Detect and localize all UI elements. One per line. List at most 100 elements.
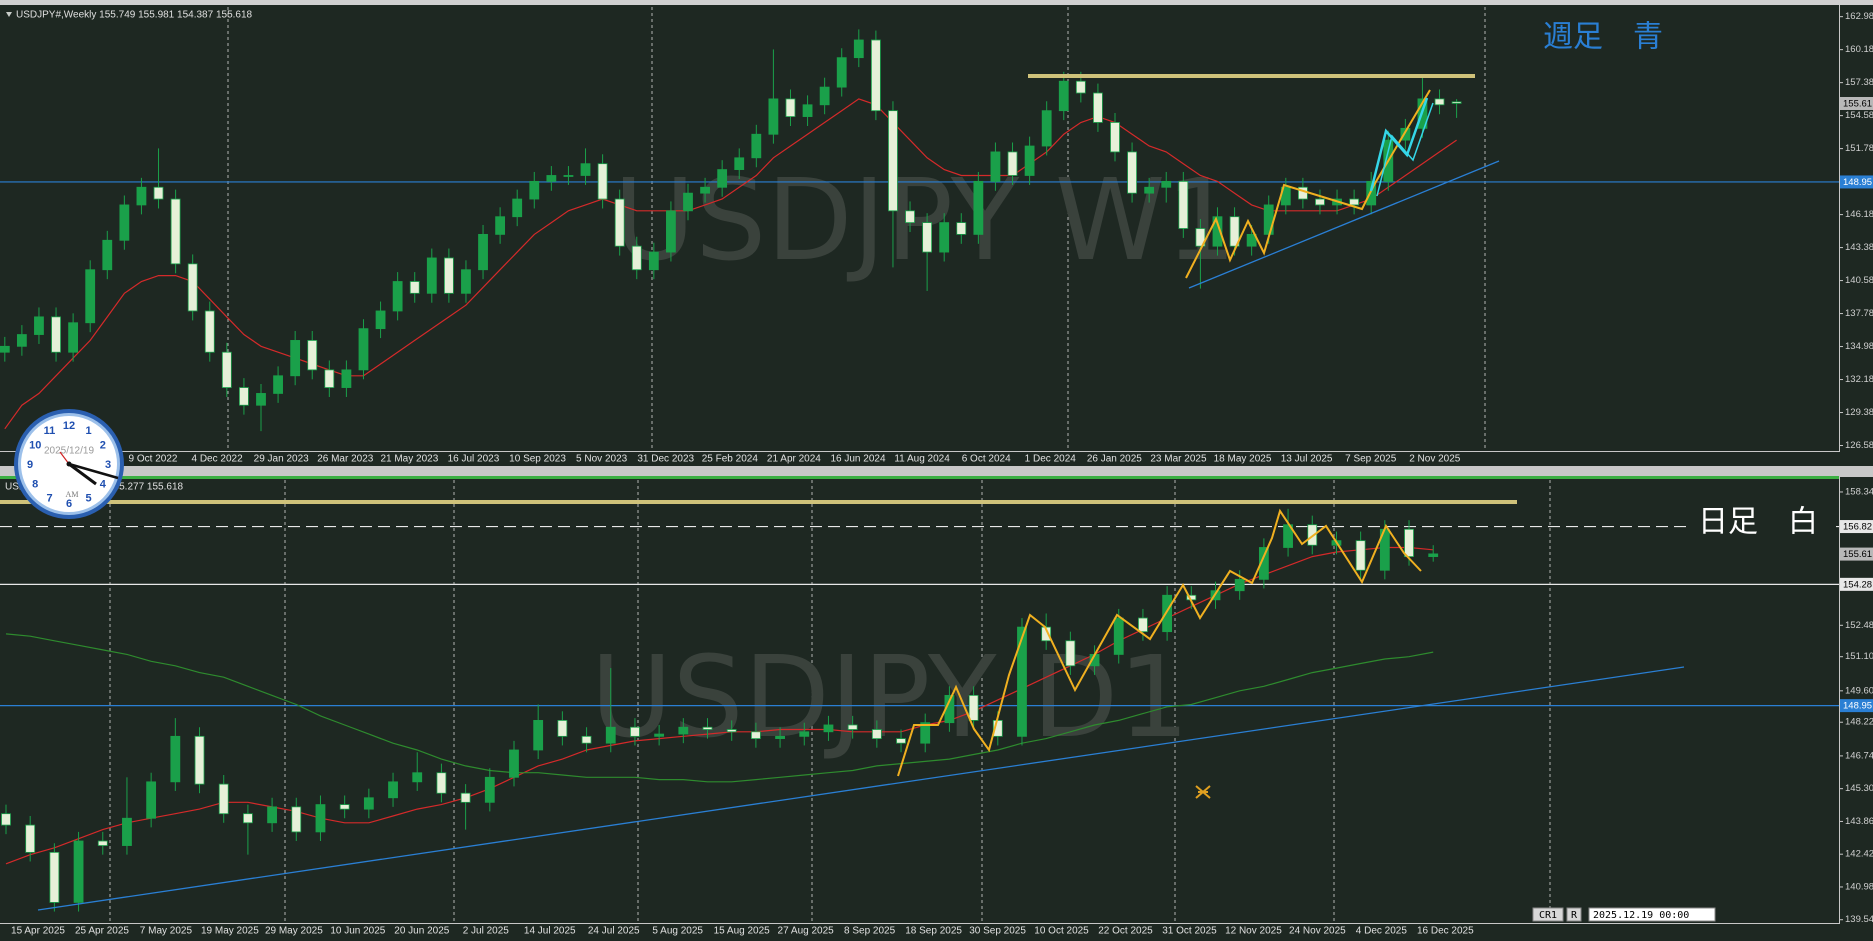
panel-separator	[0, 466, 1873, 477]
price-tag	[1840, 175, 1873, 189]
x-tick-label: 31 Oct 2025	[1162, 926, 1217, 937]
candle-body	[509, 749, 519, 778]
status-box	[1566, 907, 1582, 922]
y-tick-label: 139.540	[1845, 914, 1873, 925]
y-tick-label: 126.58	[1845, 440, 1873, 451]
candle-body	[683, 192, 693, 212]
candle-body	[630, 726, 640, 737]
price-tag	[1840, 699, 1873, 713]
candle-body	[242, 813, 253, 824]
candle-body	[194, 735, 205, 785]
candle-body	[990, 151, 1001, 182]
top-frame	[0, 0, 1873, 5]
x-tick-label: 7 Sep 2025	[1345, 454, 1397, 465]
y-tick-label: 146.740	[1845, 750, 1873, 761]
price-tag-label: 156.82	[1843, 522, 1872, 533]
clock-pivot	[66, 461, 72, 467]
clock-period: AM	[66, 490, 79, 499]
candle-body	[146, 781, 157, 819]
candle-body	[426, 257, 437, 294]
x-tick-label: 7 May 2025	[140, 926, 193, 937]
candle-body	[1, 813, 11, 826]
candle-body	[853, 39, 864, 59]
candle-body	[102, 239, 113, 271]
candle-body	[968, 694, 979, 721]
candle-body	[49, 851, 60, 903]
wave-outline	[1369, 97, 1429, 192]
x-tick-label: 8 Sep 2025	[844, 926, 896, 937]
x-tick-label: 22 Oct 2025	[1098, 926, 1153, 937]
candle-body	[580, 163, 591, 176]
menu-arrow[interactable]	[6, 12, 12, 17]
candle-body	[34, 316, 44, 335]
x-tick-label: 15 Aug 2025	[714, 926, 771, 937]
candle-body	[388, 781, 398, 799]
clock-numeral: 7	[46, 493, 52, 505]
x-tick-label: 16 Dec 2025	[1417, 926, 1474, 937]
price-tag	[1840, 577, 1873, 591]
watermark: USDJPY D1	[591, 633, 1190, 763]
x-tick-label: 10 Sep 2023	[509, 454, 566, 465]
x-tick-label: 9 Oct 2022	[129, 454, 178, 465]
candle-body	[267, 806, 277, 824]
x-tick-label: 15 Apr 2025	[11, 926, 65, 937]
candle-body	[85, 269, 96, 324]
watermark: USDJPY W1	[613, 156, 1236, 286]
y-tick-label: 152.480	[1845, 620, 1873, 631]
clock-numeral: 12	[63, 420, 75, 432]
y-tick-label: 140.980	[1845, 881, 1873, 892]
clock-numeral: 10	[29, 439, 41, 451]
x-tick-label: 24 Jul 2025	[588, 926, 640, 937]
candle-body	[896, 738, 906, 744]
candle-body	[187, 263, 198, 312]
candle-body	[436, 772, 447, 794]
x-tick-label: 30 Sep 2025	[969, 926, 1026, 937]
y-tick-label: 145.300	[1845, 783, 1873, 794]
candle-body	[170, 735, 181, 783]
candle-body	[1349, 198, 1360, 206]
x-tick-label: 4 Dec 2025	[1356, 926, 1408, 937]
candle-body	[512, 198, 523, 218]
cursor-icon	[1195, 785, 1211, 799]
clock-numeral: 11	[44, 425, 56, 437]
candle-body	[785, 98, 796, 117]
candle-body	[291, 806, 302, 833]
moving-average	[5, 633, 1434, 783]
candle-body	[1093, 92, 1103, 123]
x-tick-label: 21 Apr 2024	[767, 454, 821, 465]
x-tick-label: 19 May 2025	[201, 926, 259, 937]
price-tag-label: 154.28	[1843, 579, 1872, 590]
candle-body	[204, 310, 215, 353]
moving-average	[4, 98, 1457, 430]
candle-body	[775, 735, 785, 740]
candle-body	[1178, 180, 1189, 229]
x-tick-label: 16 Jul 2023	[448, 454, 500, 465]
price-tag-label: 155.61	[1843, 99, 1872, 110]
candle-body	[1366, 180, 1377, 206]
candle-body	[1428, 553, 1439, 557]
candle-body	[678, 726, 689, 735]
candle-body	[533, 720, 544, 751]
y-tick-label: 151.78	[1845, 143, 1873, 154]
candle-body	[1127, 151, 1137, 194]
x-tick-label: 21 May 2023	[380, 454, 438, 465]
y-tick-label: 129.38	[1845, 407, 1873, 418]
status-text: R	[1571, 910, 1578, 921]
candle-body	[1075, 80, 1086, 94]
candle-body	[1113, 617, 1124, 655]
candle-body	[1195, 228, 1206, 247]
candle-body	[1400, 127, 1411, 141]
candle-body	[1263, 204, 1274, 235]
candle-body	[218, 783, 229, 815]
candle-body	[802, 104, 813, 117]
y-tick-label: 154.58	[1845, 110, 1873, 121]
candle-body	[871, 729, 882, 740]
candle-body	[1144, 186, 1155, 194]
candle-body	[1110, 122, 1120, 153]
x-tick-label: 29 May 2025	[265, 926, 323, 937]
x-tick-label: 16 Jun 2024	[830, 454, 885, 465]
candle-body	[654, 733, 665, 737]
y-tick-label: 162.98	[1845, 11, 1873, 22]
